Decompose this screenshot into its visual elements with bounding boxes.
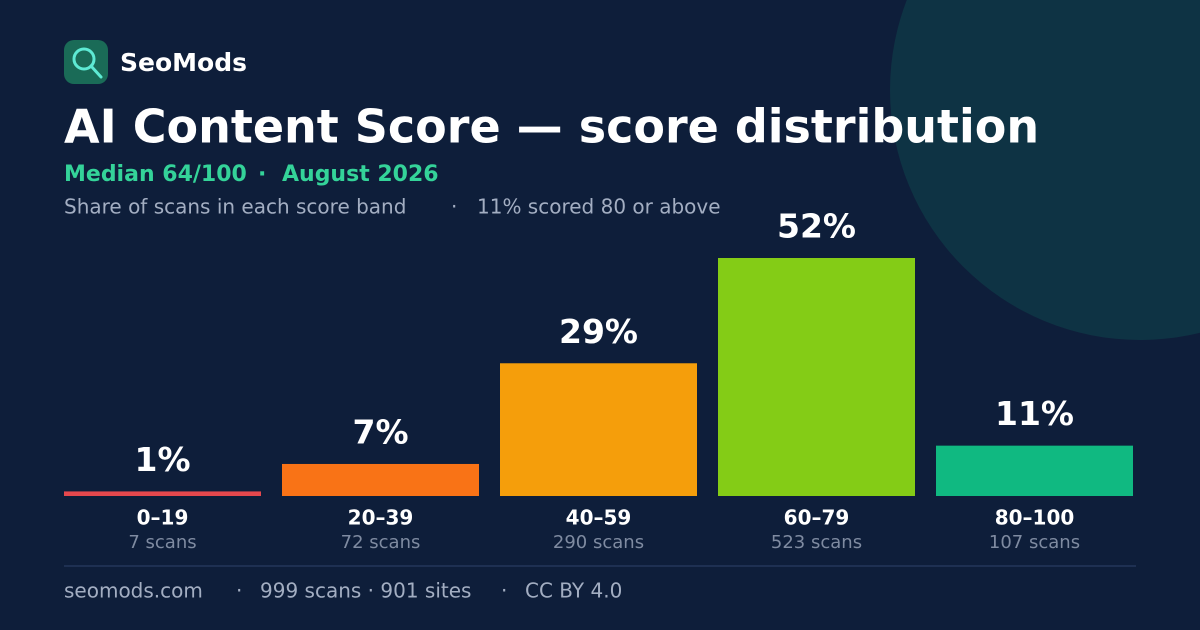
x-tick-label: 20–39 — [348, 506, 414, 530]
footer-license: CC BY 4.0 — [525, 579, 622, 603]
logo-handle — [89, 64, 103, 79]
value-label: 1% — [134, 440, 190, 479]
x-tick-label: 0–19 — [137, 506, 189, 530]
bar — [936, 445, 1133, 496]
description: Share of scans in each score band — [64, 195, 406, 219]
value-label: 52% — [777, 207, 856, 246]
logo-lens — [72, 47, 96, 71]
separator: · — [258, 162, 266, 187]
bar — [64, 491, 261, 496]
bar — [500, 363, 697, 496]
scan-count: 107 scans — [989, 532, 1080, 553]
separator: · — [236, 579, 242, 603]
decor-circle — [890, 0, 1200, 340]
period: August 2026 — [282, 162, 439, 187]
scan-count: 7 scans — [128, 532, 196, 553]
chart-title: AI Content Score — score distribution — [64, 100, 1039, 154]
footer-site: seomods.com — [64, 579, 203, 603]
bar — [718, 258, 915, 496]
value-label: 7% — [352, 412, 408, 451]
brand: SeoMods — [120, 48, 247, 77]
x-tick-label: 40–59 — [566, 506, 632, 530]
scan-count: 523 scans — [771, 532, 862, 553]
x-tick-label: 60–79 — [784, 506, 850, 530]
x-tick-label: 80–100 — [995, 506, 1075, 530]
median: Median 64/100 — [64, 162, 247, 187]
scan-count: 290 scans — [553, 532, 644, 553]
separator: · — [501, 579, 507, 603]
value-label: 11% — [995, 394, 1074, 433]
value-label: 29% — [559, 312, 638, 351]
separator: · — [451, 195, 457, 219]
logo — [64, 40, 108, 84]
footer-stats: 999 scans · 901 sites — [260, 579, 471, 603]
scan-count: 72 scans — [341, 532, 421, 553]
bar — [282, 463, 479, 496]
note: 11% scored 80 or above — [477, 195, 721, 219]
